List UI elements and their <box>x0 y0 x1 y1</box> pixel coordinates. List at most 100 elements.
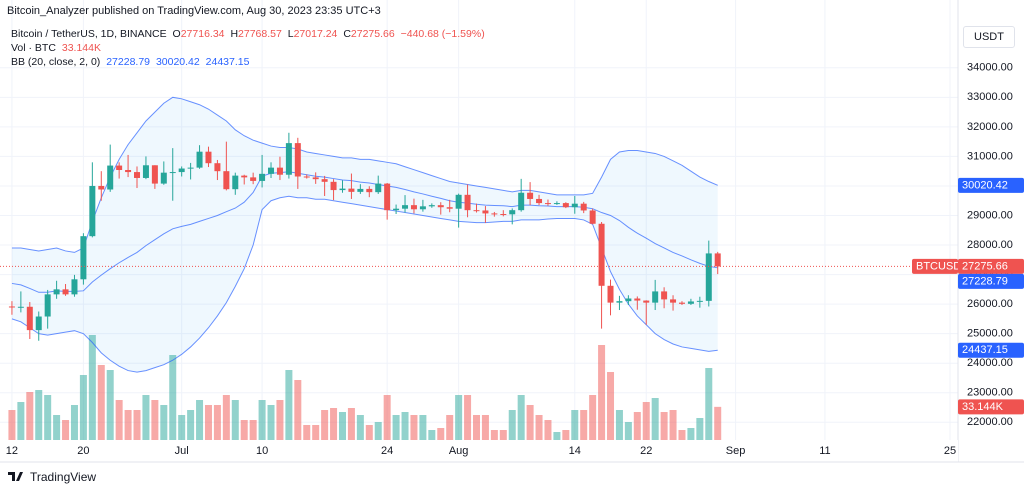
volume-bar <box>455 395 463 440</box>
time-axis-bg <box>0 440 958 462</box>
y-tick-label: 29000.00 <box>967 209 1013 221</box>
volume-bar <box>490 430 498 440</box>
bb-basis-tag: 27228.79 <box>958 273 1024 289</box>
volume-bar <box>544 420 552 440</box>
volume-bar <box>222 395 230 440</box>
volume-bar <box>589 395 597 440</box>
candle-body <box>384 183 391 211</box>
volume-bar <box>580 410 588 440</box>
volume-bar <box>464 395 472 440</box>
volume-legend: Vol · BTC 33.144K <box>11 42 104 54</box>
volume-bar <box>196 400 204 440</box>
y-tick-label: 25000.00 <box>967 328 1013 340</box>
volume-bar <box>642 402 650 440</box>
volume-bar <box>276 400 284 440</box>
volume-bar <box>240 420 248 440</box>
candle-body <box>178 168 185 173</box>
volume-bar <box>312 425 320 440</box>
bb-basis-value: 27228.79 <box>106 56 151 68</box>
candle-body <box>464 194 471 211</box>
volume-bar <box>669 410 677 440</box>
candle-body <box>607 285 614 303</box>
volume-bar <box>249 420 257 440</box>
volume-bar <box>660 412 668 440</box>
brand[interactable]: TradingView <box>30 470 97 484</box>
candle-body <box>250 177 257 181</box>
close-label: C <box>343 28 351 40</box>
volume-bar <box>106 370 114 440</box>
candle-body <box>80 236 87 280</box>
candle-body <box>670 299 677 303</box>
candle-body <box>714 253 721 267</box>
volume-bar <box>651 398 659 440</box>
bb-upper-tag: 30020.42 <box>958 177 1024 193</box>
candle-body <box>35 316 42 331</box>
volume-bar <box>44 395 52 440</box>
volume-bar <box>285 370 293 440</box>
candle-body <box>625 298 632 302</box>
volume-bar <box>553 432 561 440</box>
candle-body <box>678 302 685 304</box>
volume-bar <box>356 415 364 440</box>
currency-button[interactable]: USDT <box>963 26 1015 48</box>
x-tick-label: 24 <box>381 445 393 457</box>
volume-bar <box>321 410 329 440</box>
x-tick-label: 10 <box>256 445 268 457</box>
candle-body <box>98 185 105 190</box>
candle-body <box>294 143 301 177</box>
candle-body <box>491 213 498 215</box>
volume-bar <box>26 392 34 440</box>
candle-body <box>687 301 694 304</box>
volume-bar <box>473 415 480 440</box>
volume-bar <box>133 410 141 440</box>
candle-body <box>562 203 569 208</box>
volume-bar <box>437 428 445 440</box>
y-tick-label: 33000.00 <box>967 91 1013 103</box>
volume-value: 33.144K <box>61 42 101 54</box>
publisher-line: Bitcoin_Analyzer published on TradingVie… <box>7 5 381 17</box>
candle-body <box>205 151 212 164</box>
candle-body <box>214 163 221 172</box>
high-label: H <box>230 28 239 40</box>
candle-body <box>89 185 96 237</box>
symbol: Bitcoin / TetherUS, 1D, BINANCE <box>11 28 167 40</box>
candle-body <box>348 188 355 192</box>
volume-bar <box>338 412 346 440</box>
price-axis-bg <box>958 0 1024 462</box>
candle-body <box>580 203 587 211</box>
y-tick-label: 32000.00 <box>967 121 1013 133</box>
candle-body <box>107 165 114 190</box>
candle-body <box>455 194 462 209</box>
volume-bar <box>714 406 722 440</box>
last-price-tag-text: 27275.66 <box>962 260 1008 272</box>
low-label: L <box>287 28 294 40</box>
volume-bar <box>213 405 221 440</box>
volume-bar <box>535 415 543 440</box>
candle-body <box>696 300 703 302</box>
volume-bar <box>204 405 212 440</box>
candle-body <box>303 176 310 178</box>
low-value: 27017.24 <box>293 28 338 40</box>
y-tick-label: 26000.00 <box>967 298 1013 310</box>
ticker-tag-text: BTCUSDT <box>916 260 968 272</box>
bb-upper-value: 30020.42 <box>155 56 200 68</box>
candle-body <box>187 167 194 169</box>
candle-body <box>169 172 176 174</box>
candle-body <box>419 206 426 210</box>
bb-basis-tag-box <box>958 273 1024 289</box>
x-tick-label: 22 <box>640 445 652 457</box>
volume-bar <box>178 415 186 440</box>
bb-upper-line <box>11 96 718 253</box>
candle-body <box>357 188 364 192</box>
volume-bar <box>62 420 70 440</box>
x-tick-label: Sep <box>726 445 746 457</box>
volume-bar <box>169 355 177 440</box>
y-tick-label: 31000.00 <box>967 150 1013 162</box>
x-tick-label: Aug <box>449 445 469 457</box>
symbol-legend: Bitcoin / TetherUS, 1D, BINANCE O27716.3… <box>11 28 488 40</box>
volume-bar <box>607 372 615 440</box>
bb-legend: BB (20, close, 2, 0) 27228.79 30020.42 2… <box>11 56 252 68</box>
candle-body <box>268 167 275 174</box>
candle-body <box>285 143 292 175</box>
volume-bar <box>392 415 400 440</box>
